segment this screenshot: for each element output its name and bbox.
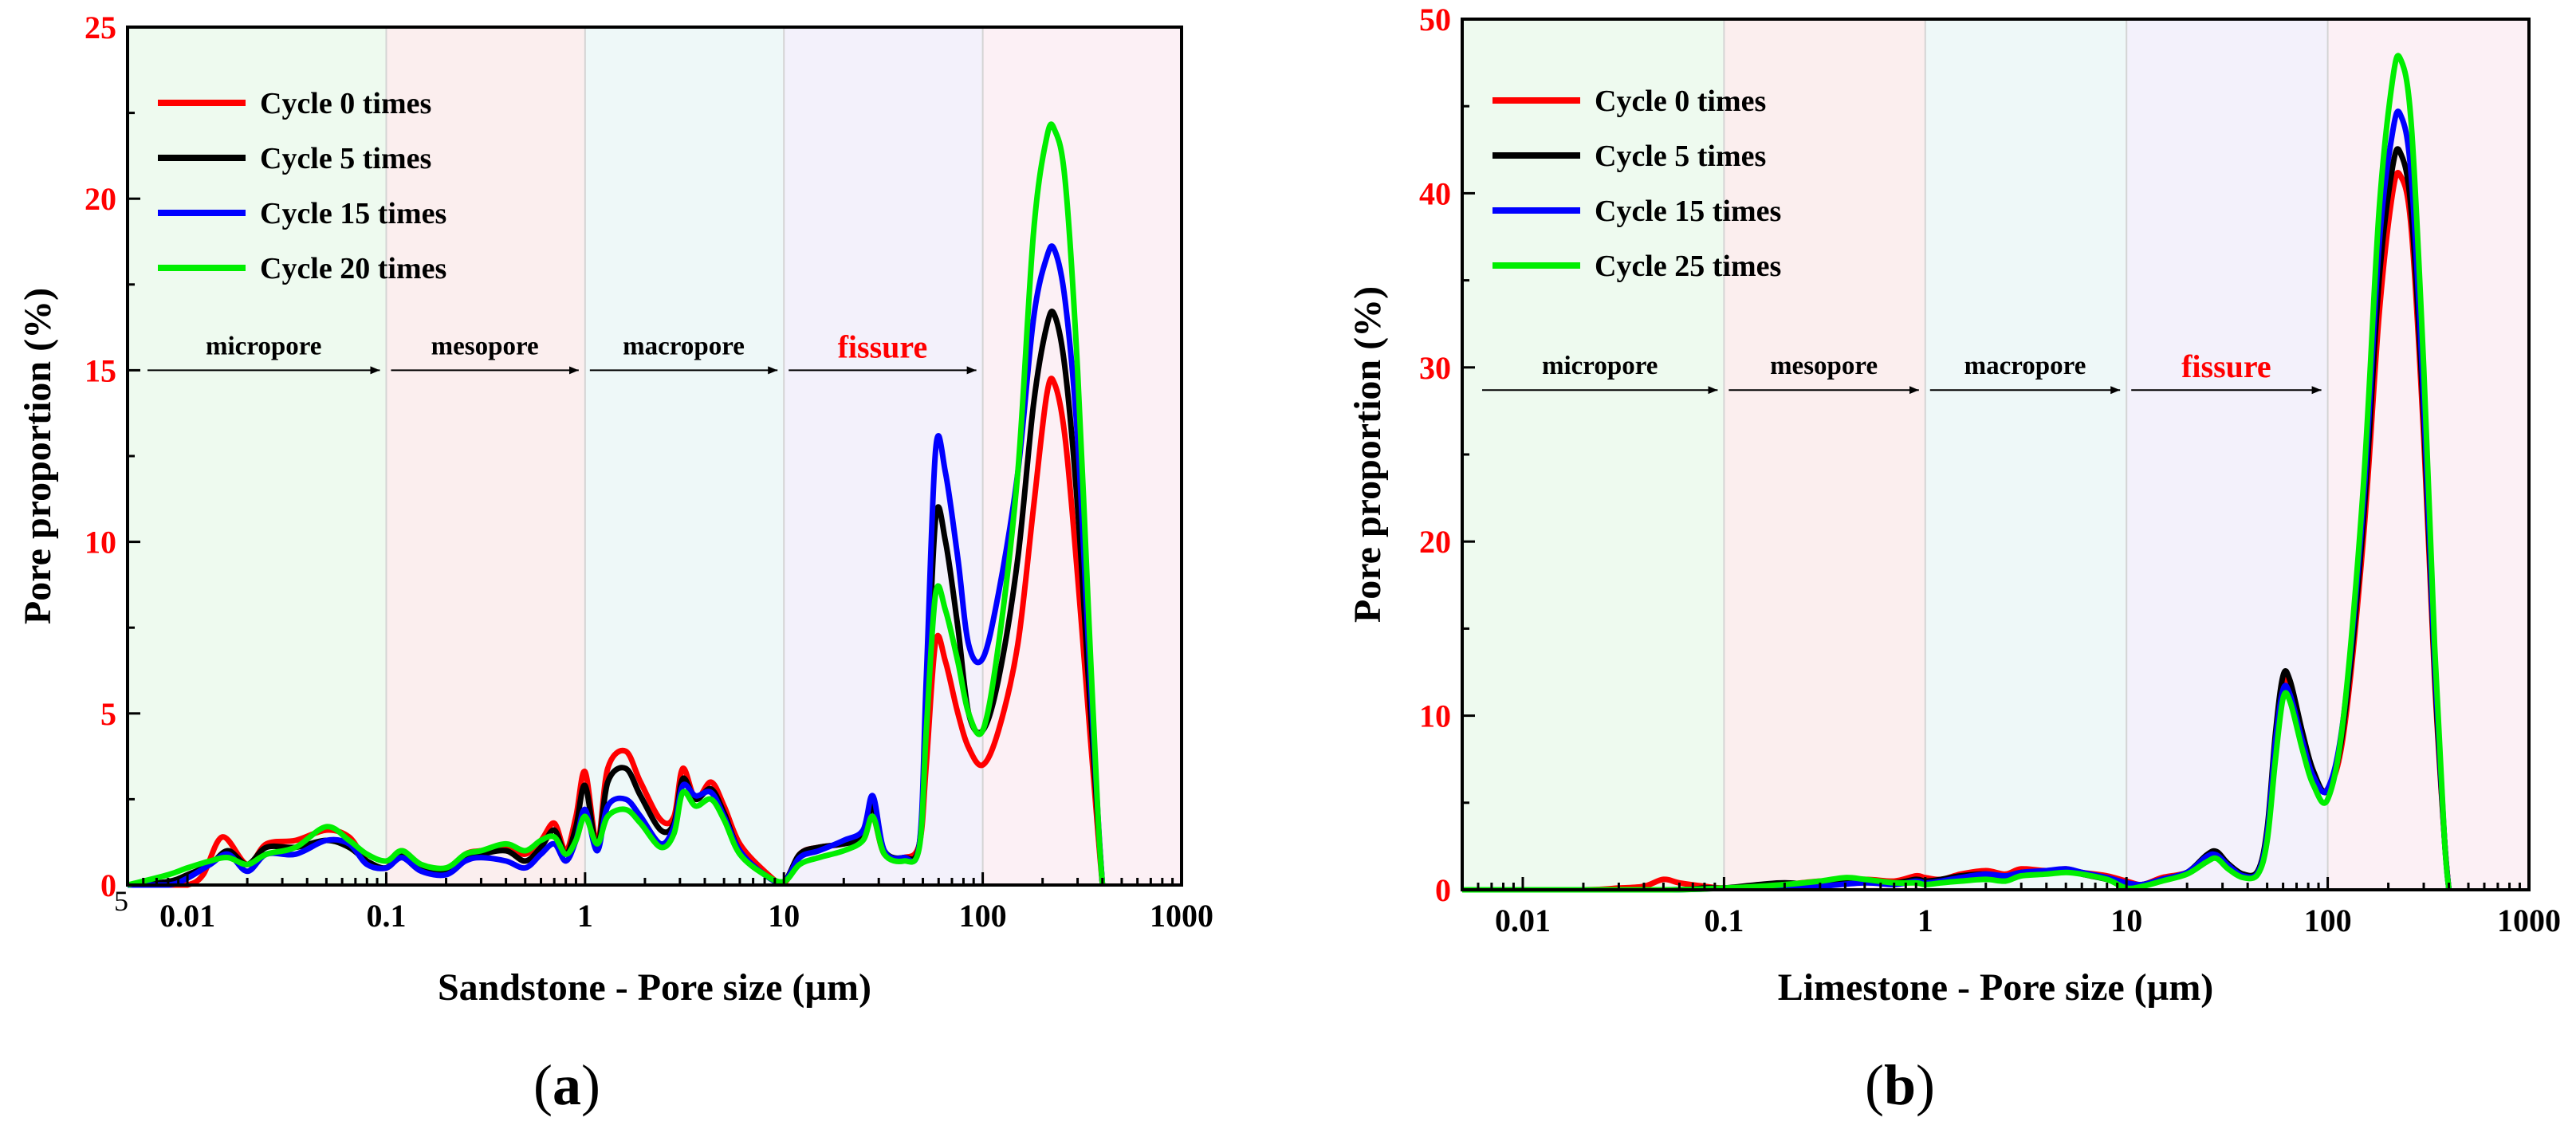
mesopore-label: mesopore [1770,352,1878,380]
x-tick-label: 1000 [2497,903,2561,938]
x-tick-label: 0.01 [1495,903,1551,938]
x-tick-label: 1 [1917,903,1933,938]
region-band-mesopore [386,27,585,885]
panel-letter: b [1884,1053,1916,1117]
legend-label-2: Cycle 5 times [260,142,431,175]
panel-open-paren: ( [533,1053,553,1117]
macropore-label: macropore [623,332,745,360]
panel-label: (a) [533,1053,600,1117]
region-band-macropore [584,27,785,885]
x-tick-label: 10 [768,898,800,934]
micropore-label: micropore [1542,352,1658,380]
region-band-macropore [1925,19,2127,890]
series-line-4 [127,121,1106,888]
panel-letter: a [553,1053,581,1117]
x-tick-label: 1000 [1150,898,1213,934]
y-tick-label: 0 [100,867,116,903]
y-tick-label: 10 [1419,698,1451,734]
region-band-micropore [1462,19,1725,890]
y-tick-label: 25 [85,10,116,45]
y-tick-label: 20 [85,181,116,217]
y-tick-label: 10 [85,525,116,561]
legend-label-3: Cycle 15 times [1595,195,1781,228]
y-tick-label: 40 [1419,175,1451,211]
fissure-label: fissure [838,328,928,364]
x-axis-title: Sandstone - Pore size (µm) [438,966,871,1009]
x-tick-label: 0.01 [159,898,215,934]
region-band-fissure [2126,19,2328,890]
micropore-label: micropore [206,332,321,360]
region-band-fissure [784,27,983,885]
chart-panel-1: micropore mesopore macropore fissure 0.01 0.1… [17,10,1213,1117]
legend-label-2: Cycle 5 times [1595,140,1766,173]
y-axis-title: Pore proportion (%) [17,288,59,624]
x-tick-label: 100 [2304,903,2352,938]
x-tick-label: 0.1 [1704,903,1744,938]
panel-label: (b) [1865,1053,1935,1117]
y-tick-label: 5 [100,696,116,732]
legend-label-1: Cycle 0 times [260,87,431,120]
y-tick-label: 20 [1419,524,1451,560]
region-band-mesopore [1724,19,1925,890]
x-tick-label: 1 [577,898,593,934]
y-axis-title: Pore proportion (%) [1347,286,1389,623]
legend-label-4: Cycle 25 times [1595,250,1781,283]
stray-axis-label: 5 [114,885,128,917]
region-band-micropore [128,27,387,885]
legend-label-3: Cycle 15 times [260,197,446,230]
y-tick-label: 15 [85,352,116,388]
macropore-label: macropore [1964,352,2086,380]
y-tick-label: 50 [1419,2,1451,37]
legend-label-4: Cycle 20 times [260,252,446,285]
y-tick-label: 30 [1419,350,1451,386]
panel-open-paren: ( [1865,1053,1884,1117]
y-tick-label: 0 [1435,872,1451,908]
panel-close-paren: ) [1916,1053,1935,1117]
panel-close-paren: ) [581,1053,600,1117]
fissure-label: fissure [2181,348,2271,384]
mesopore-label: mesopore [431,332,539,360]
chart-panel-2: micropore mesopore macropore fissure 0.01 0.1… [1347,2,2561,1117]
x-tick-label: 10 [2110,903,2142,938]
x-axis-title: Limestone - Pore size (µm) [1778,966,2214,1009]
legend-label-1: Cycle 0 times [1595,85,1766,118]
x-tick-label: 100 [959,898,1007,934]
series-line-4 [1462,53,2452,893]
x-tick-label: 0.1 [366,898,406,934]
